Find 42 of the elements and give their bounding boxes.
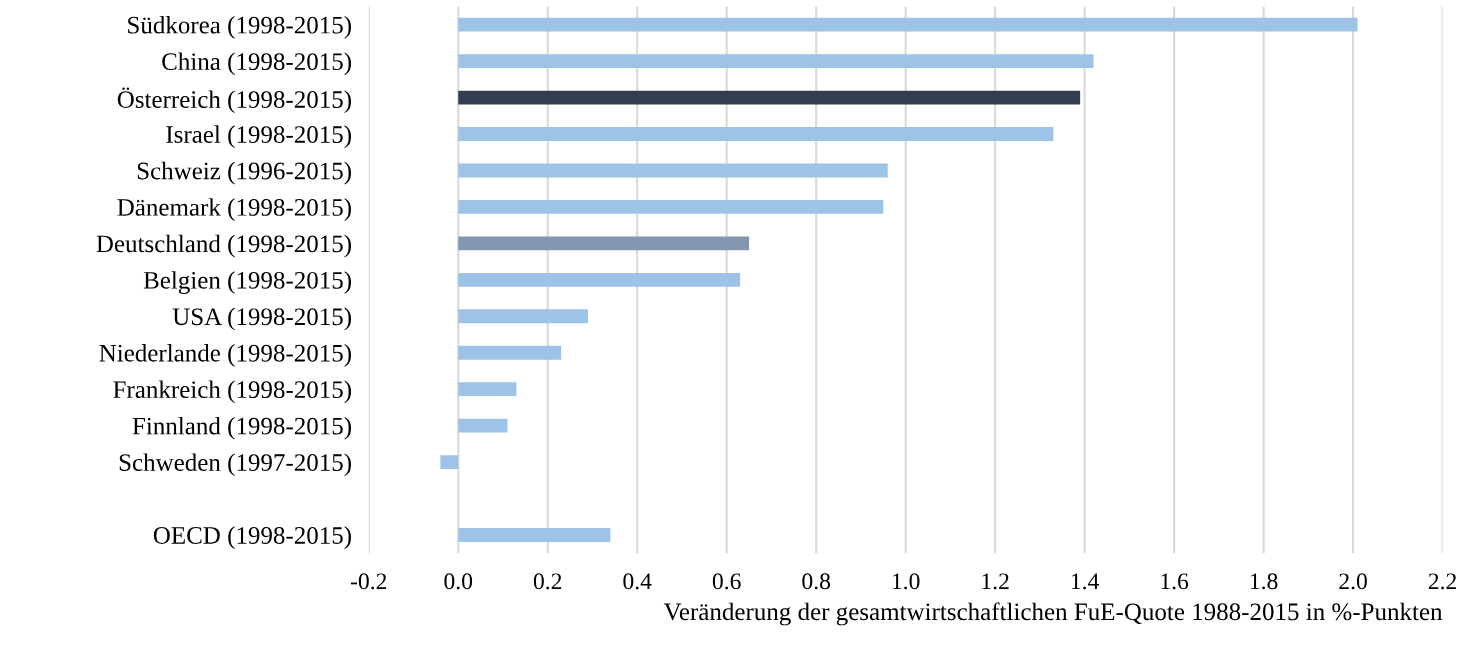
y-tick-label: Israel (1998-2015) [166,125,351,149]
bar [458,127,1054,141]
x-tick-label: 0.8 [802,573,831,590]
y-tick-label: Frankreich (1998-2015) [113,380,351,404]
bar [458,163,888,178]
x-tick-label: 2.2 [1428,573,1456,590]
x-tick-label: 1.6 [1161,573,1189,590]
bar [458,17,1358,32]
x-tick-label: 2.0 [1339,573,1367,590]
bar [458,345,562,360]
bar [458,54,1094,69]
bar [458,200,884,214]
y-tick-label: Schweiz (1996-2015) [137,161,351,185]
bar [458,90,1081,105]
y-tick-label: China (1998-2015) [162,52,351,76]
bar [458,418,508,433]
x-tick-label: 0.0 [444,573,473,590]
bar [458,528,611,542]
y-tick-label: Niederlande (1998-2015) [99,344,351,367]
bar [458,272,741,287]
y-tick-label: Österreich (1998-2015) [117,87,351,114]
x-tick-label: 1.4 [1071,573,1099,590]
bar [458,309,588,324]
y-tick-label: USA (1998-2015) [172,307,351,331]
y-tick-label: Südkorea (1998-2015) [128,16,351,39]
x-tick-label: 0.2 [533,573,562,590]
x-tick-label: 1.2 [982,573,1009,590]
x-tick-label: 0.6 [712,573,741,590]
x-axis-title: Veränderung der gesamtwirtschaftlichen FuE-Quote 1988-2015 in %-Punkten [663,602,1443,626]
y-tick-label: Deutschland (1998-2015) [96,234,351,258]
x-tick-label: -0.2 [350,573,387,590]
y-tick-label: Schweden (1997-2015) [119,453,351,477]
bar [440,455,459,469]
bar [458,236,750,251]
y-tick-label: Dänemark (1998-2015) [117,198,351,221]
bar [458,382,517,397]
y-tick-label: Finnland (1998-2015) [132,416,351,440]
x-tick-label: 1.0 [892,573,920,590]
x-tick-label: 0.4 [623,573,652,590]
y-tick-label: OECD (1998-2015) [153,526,351,549]
y-tick-label: Belgien (1998-2015) [143,271,351,294]
x-tick-label: 1.8 [1250,573,1278,590]
